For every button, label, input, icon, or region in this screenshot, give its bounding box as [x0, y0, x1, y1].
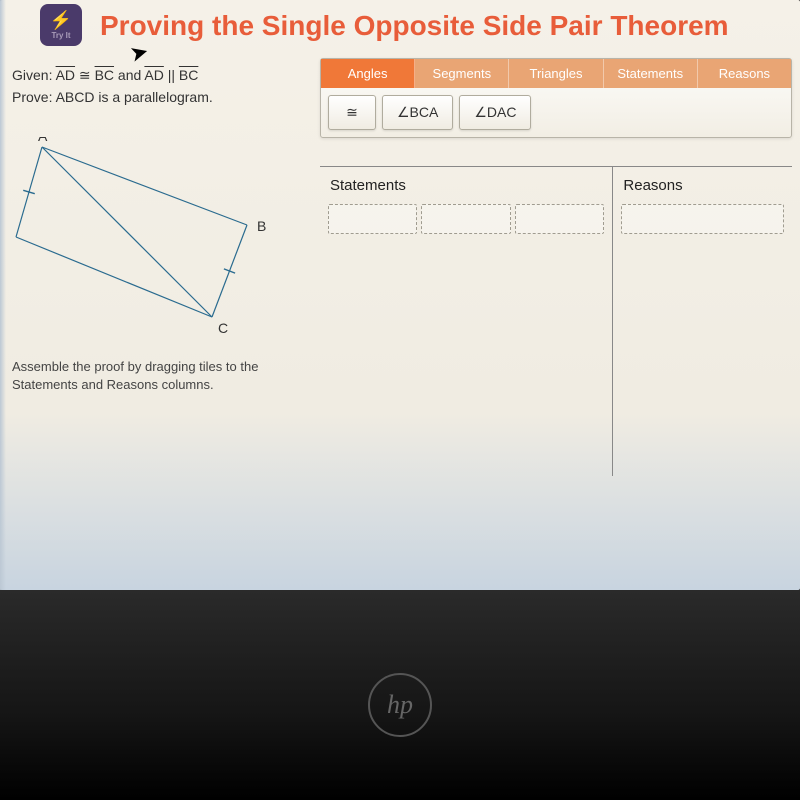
- proof-table: Statements Reasons: [320, 166, 792, 476]
- palette-tab-reasons[interactable]: Reasons: [698, 59, 791, 88]
- instructions-text: Assemble the proof by dragging tiles to …: [12, 358, 304, 394]
- try-it-badge[interactable]: ⚡ Try It: [40, 4, 82, 46]
- given-seg-bc: BC: [95, 67, 114, 83]
- lightning-icon: ⚡: [50, 11, 72, 29]
- given-line: Given: AD ≅ BC and AD || BC: [12, 64, 304, 86]
- prove-text: ABCD is a parallelogram.: [56, 89, 213, 105]
- tile-2[interactable]: ∠DAC: [459, 95, 531, 130]
- statement-drop-row: [328, 204, 604, 234]
- statement-slot-2[interactable]: [421, 204, 510, 234]
- given-congruent: ≅: [75, 67, 95, 83]
- palette-tab-row: AnglesSegmentsTrianglesStatementsReasons: [321, 59, 791, 88]
- try-it-label: Try It: [51, 31, 70, 40]
- tile-0[interactable]: ≅: [328, 95, 376, 130]
- palette-tab-angles[interactable]: Angles: [321, 59, 415, 88]
- reasons-column: Reasons: [613, 167, 792, 476]
- right-column: AnglesSegmentsTrianglesStatementsReasons…: [320, 58, 792, 476]
- palette-tile-row: ≅∠BCA∠DAC: [321, 88, 791, 137]
- given-seg-ad2: AD: [144, 67, 163, 83]
- svg-text:B: B: [257, 218, 266, 234]
- given-prove-block: Given: AD ≅ BC and AD || BC Prove: ABCD …: [12, 64, 304, 109]
- prove-prefix: Prove:: [12, 89, 56, 105]
- given-seg-bc2: BC: [179, 67, 198, 83]
- statement-slot-1[interactable]: [328, 204, 417, 234]
- given-and: and: [114, 67, 144, 83]
- reason-slot-1[interactable]: [621, 204, 784, 234]
- statements-column: Statements: [320, 167, 613, 476]
- statements-header: Statements: [328, 171, 604, 204]
- tile-palette: AnglesSegmentsTrianglesStatementsReasons…: [320, 58, 792, 138]
- given-prefix: Given:: [12, 67, 56, 83]
- reason-drop-row: [621, 204, 784, 234]
- parallelogram-figure: ABCD: [12, 137, 272, 337]
- statement-slot-3[interactable]: [515, 204, 604, 234]
- left-column: Given: AD ≅ BC and AD || BC Prove: ABCD …: [8, 58, 308, 476]
- laptop-base: hp: [0, 590, 800, 800]
- screen-left-bezel: [0, 0, 6, 590]
- palette-tab-segments[interactable]: Segments: [415, 59, 509, 88]
- svg-text:A: A: [38, 137, 48, 144]
- palette-tab-statements[interactable]: Statements: [604, 59, 698, 88]
- given-parallel: ||: [164, 67, 179, 83]
- figure-wrap: ABCD: [12, 127, 304, 350]
- tile-1[interactable]: ∠BCA: [382, 95, 453, 130]
- page-title: Proving the Single Opposite Side Pair Th…: [100, 10, 729, 42]
- palette-tab-triangles[interactable]: Triangles: [509, 59, 603, 88]
- reasons-header: Reasons: [621, 171, 784, 204]
- header: ⚡ Try It Proving the Single Opposite Sid…: [0, 0, 800, 58]
- given-seg-ad: AD: [56, 67, 75, 83]
- prove-line: Prove: ABCD is a parallelogram.: [12, 86, 304, 108]
- app-screen: ⚡ Try It Proving the Single Opposite Sid…: [0, 0, 800, 590]
- hp-logo-icon: hp: [368, 673, 432, 737]
- content-row: Given: AD ≅ BC and AD || BC Prove: ABCD …: [0, 58, 800, 476]
- svg-text:C: C: [218, 320, 228, 336]
